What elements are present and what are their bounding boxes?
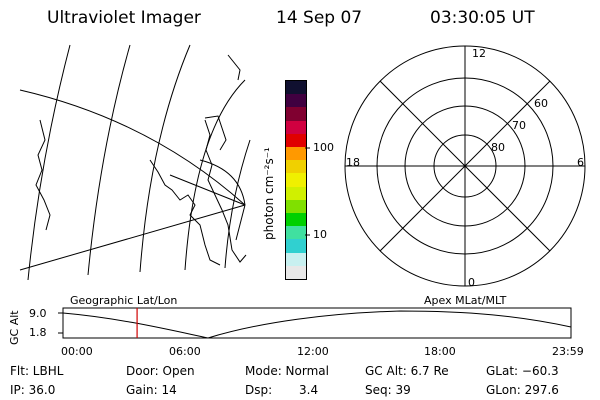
colorbar-segment xyxy=(286,212,306,227)
map-meridian xyxy=(199,159,246,206)
date-label: 14 Sep 07 xyxy=(276,8,363,28)
altitude-plot-frame xyxy=(62,307,572,339)
dsp-value: 3.4 xyxy=(299,383,319,397)
polar-label-dawn: 6 xyxy=(577,156,584,169)
colorbar-segment xyxy=(286,226,306,240)
map-meridian xyxy=(169,174,246,206)
map-lat-arc xyxy=(87,44,131,276)
glon-info: GLon: 297.6 xyxy=(486,383,559,397)
map-meridian xyxy=(19,204,246,271)
dsp-label: Dsp: xyxy=(245,383,273,397)
polar-ring-label-60: 60 xyxy=(534,97,548,110)
apex-mlat-mlt-label: Apex MLat/MLT xyxy=(424,294,507,307)
colorbar-segment xyxy=(286,265,306,279)
colorbar-segment xyxy=(286,107,306,121)
colorbar-tick-10: 10 xyxy=(313,228,327,241)
xtick-1800: 18:00 xyxy=(424,345,456,358)
ip-info: IP: 36.0 xyxy=(10,383,56,397)
map-lat-arc xyxy=(224,139,251,269)
gc-alt-info: GC Alt: 6.7 Re xyxy=(365,364,449,378)
colorbar-segment xyxy=(286,80,306,95)
colorbar-segment xyxy=(286,146,306,161)
polar-label-dusk: 18 xyxy=(346,156,360,169)
seq-info: Seq: 39 xyxy=(365,383,411,397)
map-coastline xyxy=(204,115,227,151)
colorbar xyxy=(285,80,307,280)
map-lat-arc xyxy=(27,44,71,281)
ytick-min: 1.8 xyxy=(29,326,47,339)
altitude-curve xyxy=(62,310,572,339)
polar-ring-label-80: 80 xyxy=(491,141,505,154)
map-lat-arc xyxy=(184,79,246,271)
colorbar-segment xyxy=(286,186,306,200)
xtick-0000: 00:00 xyxy=(61,345,93,358)
door-info: Door: Open xyxy=(126,364,195,378)
colorbar-segment xyxy=(286,94,306,108)
xtick-1200: 12:00 xyxy=(297,345,329,358)
colorbar-segment xyxy=(286,160,306,174)
ytick-max: 9.0 xyxy=(29,307,47,320)
map-coastline xyxy=(227,54,241,81)
map-coastline xyxy=(204,119,247,263)
filter-info: Flt: LBHL xyxy=(10,364,64,378)
colorbar-segment xyxy=(286,173,306,187)
geographic-latlon-label: Geographic Lat/Lon xyxy=(70,294,178,307)
instrument-title: Ultraviolet Imager xyxy=(47,8,201,28)
xtick-0600: 06:00 xyxy=(169,345,201,358)
map-coastline xyxy=(149,159,221,266)
colorbar-segment xyxy=(286,120,306,134)
gain-info: Gain: 14 xyxy=(126,383,177,397)
map-meridian xyxy=(19,89,246,206)
colorbar-segment xyxy=(286,133,306,147)
colorbar-segment xyxy=(286,252,306,266)
colorbar-segment xyxy=(286,239,306,253)
polar-label-midnight: 0 xyxy=(468,276,475,289)
time-label: 03:30:05 UT xyxy=(430,8,535,28)
polar-label-noon: 12 xyxy=(472,47,486,60)
polar-diagonal xyxy=(379,80,551,252)
mode-info: Mode: Normal xyxy=(245,364,329,378)
glat-info: GLat: −60.3 xyxy=(486,364,559,378)
xtick-2359: 23:59 xyxy=(552,345,584,358)
colorbar-tick-100: 100 xyxy=(313,141,334,154)
colorbar-segment xyxy=(286,199,306,213)
polar-ring-label-70: 70 xyxy=(512,119,526,132)
map-coastline xyxy=(35,119,51,231)
map-meridian xyxy=(235,204,246,241)
map-lat-arc xyxy=(139,44,191,273)
